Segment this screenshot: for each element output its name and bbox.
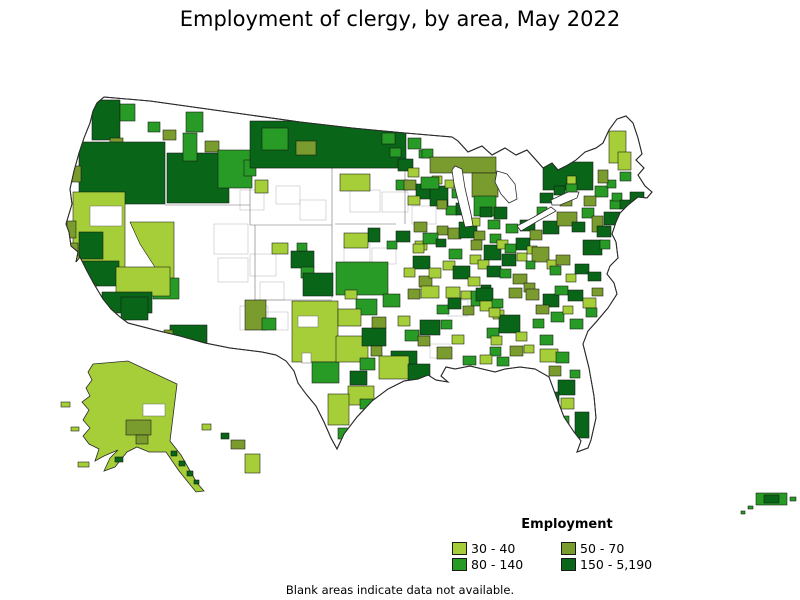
footnote: Blank areas indicate data not available. [285,583,515,597]
alaska-hawaii-puertorico [60,360,797,515]
legend-item-4: 150 - 5,190 [561,557,701,572]
legend-title: Employment [521,517,613,532]
legend-label-3: 80 - 140 [471,557,524,572]
legend: Employment 30 - 40 50 - 70 80 - 140 150 … [452,517,702,572]
legend-label-4: 150 - 5,190 [580,557,653,572]
legend-item-1: 30 - 40 [452,541,561,556]
legend-item-2: 50 - 70 [561,541,701,556]
page-title: Employment of clergy, by area, May 2022 [179,7,621,31]
legend-label-2: 50 - 70 [580,541,625,556]
legend-swatch-3 [452,558,467,571]
legend-swatch-1 [452,542,467,555]
legend-swatch-2 [561,542,576,555]
great-lakes [451,165,580,232]
legend-label-1: 30 - 40 [471,541,516,556]
legend-swatch-4 [561,558,576,571]
us-coastline-stroke [65,96,653,453]
no-data-holes [89,205,319,364]
legend-item-3: 80 - 140 [452,557,561,572]
